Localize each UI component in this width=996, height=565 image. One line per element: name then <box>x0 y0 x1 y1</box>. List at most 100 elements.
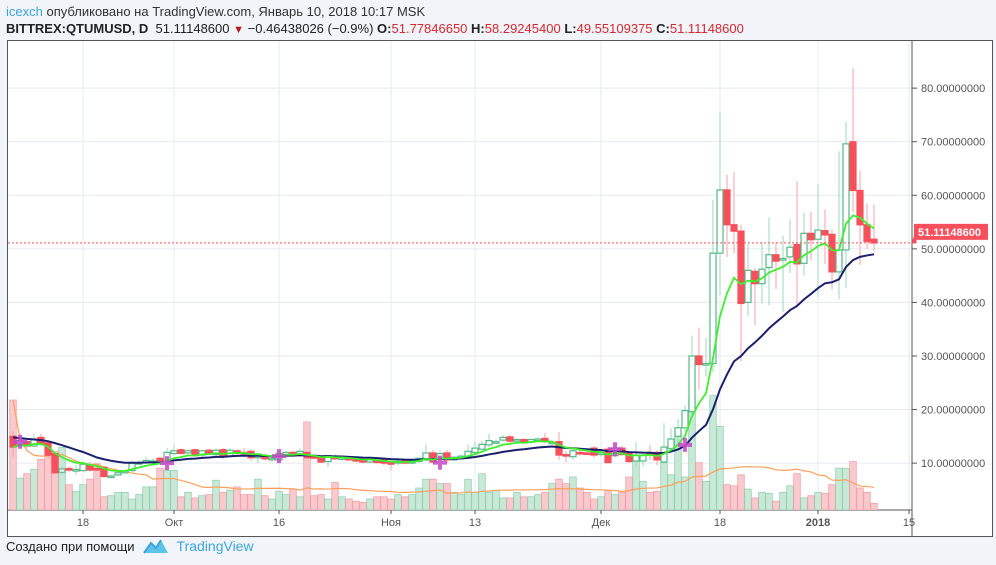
volume-bar <box>156 467 164 510</box>
candle-up <box>268 457 276 461</box>
volume-bar <box>499 497 507 510</box>
cross-marker <box>433 455 447 470</box>
high-value: 58.29245400 <box>484 21 561 36</box>
volume-bar <box>730 485 738 510</box>
price-change: −0.46438026 (−0.9%) <box>247 21 374 36</box>
volume-bar <box>765 493 773 510</box>
volume-bar <box>387 498 395 510</box>
candle-up <box>765 254 773 269</box>
candle-up <box>58 468 66 473</box>
volume-bar <box>128 498 136 510</box>
candle-up <box>800 232 808 264</box>
volume-bar <box>534 494 542 510</box>
symbol-name: BITTREX:QTUMUSD, D <box>6 21 149 36</box>
candle-down <box>310 456 318 459</box>
candle-down <box>100 466 108 478</box>
candle-down <box>576 451 584 455</box>
volume-bar <box>198 495 206 510</box>
volume-bar <box>597 496 605 510</box>
volume-bar <box>639 480 647 510</box>
volume-bar <box>149 486 157 510</box>
candle-up <box>667 438 675 450</box>
volume-bar <box>807 495 815 510</box>
volume-bar <box>653 490 661 510</box>
tradingview-logo-icon <box>142 539 168 554</box>
volume-bar <box>821 493 829 510</box>
volume-bar <box>793 473 801 510</box>
volume-bar <box>737 474 745 510</box>
volume-bar <box>583 491 591 510</box>
y-tick-label: 70.00000000 <box>921 137 985 149</box>
candle-up <box>499 436 507 441</box>
x-tick-label: Ноя <box>381 517 401 529</box>
volume-bar <box>786 485 794 510</box>
candle-up <box>835 249 843 273</box>
candle-up <box>72 468 80 472</box>
y-tick-label: 20.00000000 <box>921 405 985 417</box>
candle-down <box>177 449 185 455</box>
candle-up <box>744 269 752 304</box>
volume-bar <box>401 496 409 510</box>
volume-bar <box>247 494 255 510</box>
chart-panel[interactable] <box>7 40 993 537</box>
volume-bar <box>814 491 822 510</box>
volume-bar <box>170 469 178 510</box>
volume-bar <box>800 497 808 510</box>
volume-bar <box>618 491 626 510</box>
volume-bar <box>107 495 115 510</box>
volume-bar <box>849 461 857 510</box>
volume-bar <box>23 473 31 510</box>
candle-up <box>688 355 696 413</box>
volume-bar <box>667 474 675 510</box>
author-link[interactable]: icexch <box>6 4 43 19</box>
volume-bar <box>205 494 213 510</box>
candle-down <box>562 453 570 457</box>
y-tick-label: 60.00000000 <box>921 190 985 202</box>
x-tick-label: 13 <box>469 517 481 529</box>
volume-bar <box>485 491 493 510</box>
volume-bar <box>527 496 535 510</box>
candle-down <box>737 230 745 305</box>
volume-bar <box>310 495 318 510</box>
candle-up <box>114 472 122 476</box>
volume-bar <box>366 498 374 510</box>
plot-area[interactable] <box>9 68 878 510</box>
cross-marker <box>678 437 692 452</box>
candle-down <box>863 224 871 242</box>
volume-bar <box>716 425 724 510</box>
volume-bar <box>450 491 458 510</box>
volume-bar <box>625 476 633 510</box>
down-triangle-icon: ▼ <box>233 24 245 36</box>
volume-bar <box>58 446 66 510</box>
volume-bar <box>870 502 878 510</box>
candle-up <box>184 450 192 454</box>
volume-bar <box>191 497 199 510</box>
candle-up <box>779 257 787 261</box>
volume-bar <box>723 484 731 510</box>
candle-down <box>373 460 381 464</box>
candle-down <box>506 436 514 442</box>
candle-down <box>793 243 801 265</box>
volume-bar <box>709 395 717 510</box>
volume-bar <box>632 460 640 510</box>
volume-bar <box>408 494 416 510</box>
candle-down <box>156 457 164 462</box>
volume-bar <box>37 458 45 510</box>
candle-up <box>681 410 689 429</box>
volume-bar <box>394 494 402 510</box>
cross-marker <box>608 442 622 457</box>
volume-bar <box>576 487 584 510</box>
candle-up <box>107 475 115 479</box>
open-value: 51.77846650 <box>391 21 468 36</box>
volume-bar <box>856 487 864 510</box>
volume-bar <box>590 498 598 510</box>
volume-bar <box>268 498 276 510</box>
tradingview-link[interactable]: TradingView <box>176 538 254 554</box>
volume-bar <box>16 477 24 510</box>
symbol-legend: BITTREX:QTUMUSD, D 51.11148600 ▼ −0.4643… <box>6 21 744 36</box>
candle-down <box>65 467 73 471</box>
candle-down <box>51 452 59 474</box>
volume-bar <box>296 496 304 510</box>
volume-bar <box>338 496 346 510</box>
